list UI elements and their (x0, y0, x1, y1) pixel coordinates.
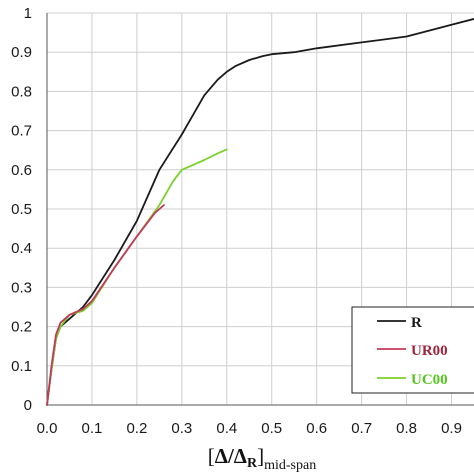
x-tick-label: 0.4 (216, 420, 237, 437)
legend-label-uc00: UC00 (411, 372, 448, 388)
grid-lines (46, 12, 474, 406)
y-tick-label: 0.5 (11, 201, 32, 218)
x-axis-title-part: ] (257, 444, 264, 468)
series-line-r (46, 17, 474, 406)
legend-label-r: R (411, 315, 422, 331)
tick-labels: 0 0.1 0.2 0.3 0.4 0.5 0.6 0.7 0.8 0.9 1 0.0 0.1 0.2 0.… (11, 5, 462, 437)
legend-box (351, 306, 474, 394)
legend-label-ur00: UR00 (411, 343, 448, 359)
y-tick-label: 0 (24, 397, 32, 414)
series-line-ur00 (46, 204, 165, 406)
y-tick-label: 1 (24, 5, 32, 22)
x-tick-label: 0.6 (306, 420, 327, 437)
x-axis-title-part: R (247, 456, 258, 471)
x-axis-title-part: Δ/Δ (215, 444, 247, 468)
legend: R UR00 UC00 (351, 306, 474, 394)
series-layer (46, 17, 474, 406)
x-tick-label: 0.8 (396, 420, 417, 437)
x-axis-title-part: [ (208, 444, 215, 468)
x-tick-label: 0.0 (37, 420, 58, 437)
y-tick-label: 0.6 (11, 162, 32, 179)
x-tick-label: 0.9 (441, 420, 462, 437)
x-tick-label: 0.1 (82, 420, 103, 437)
y-tick-label: 0.9 (11, 44, 32, 61)
y-tick-label: 0.3 (11, 279, 32, 296)
y-tick-label: 0.7 (11, 123, 32, 140)
x-axis-title-part: mid-span (264, 458, 316, 473)
x-axis-title: [Δ/ΔR]mid-span (208, 444, 316, 473)
x-tick-label: 0.3 (171, 420, 192, 437)
x-tick-label: 0.5 (261, 420, 282, 437)
y-tick-label: 0.2 (11, 319, 32, 336)
y-tick-label: 0.4 (11, 240, 32, 257)
y-tick-label: 0.8 (11, 83, 32, 100)
x-tick-label: 0.2 (126, 420, 147, 437)
x-tick-label: 0.7 (351, 420, 372, 437)
y-tick-label: 0.1 (11, 358, 32, 375)
